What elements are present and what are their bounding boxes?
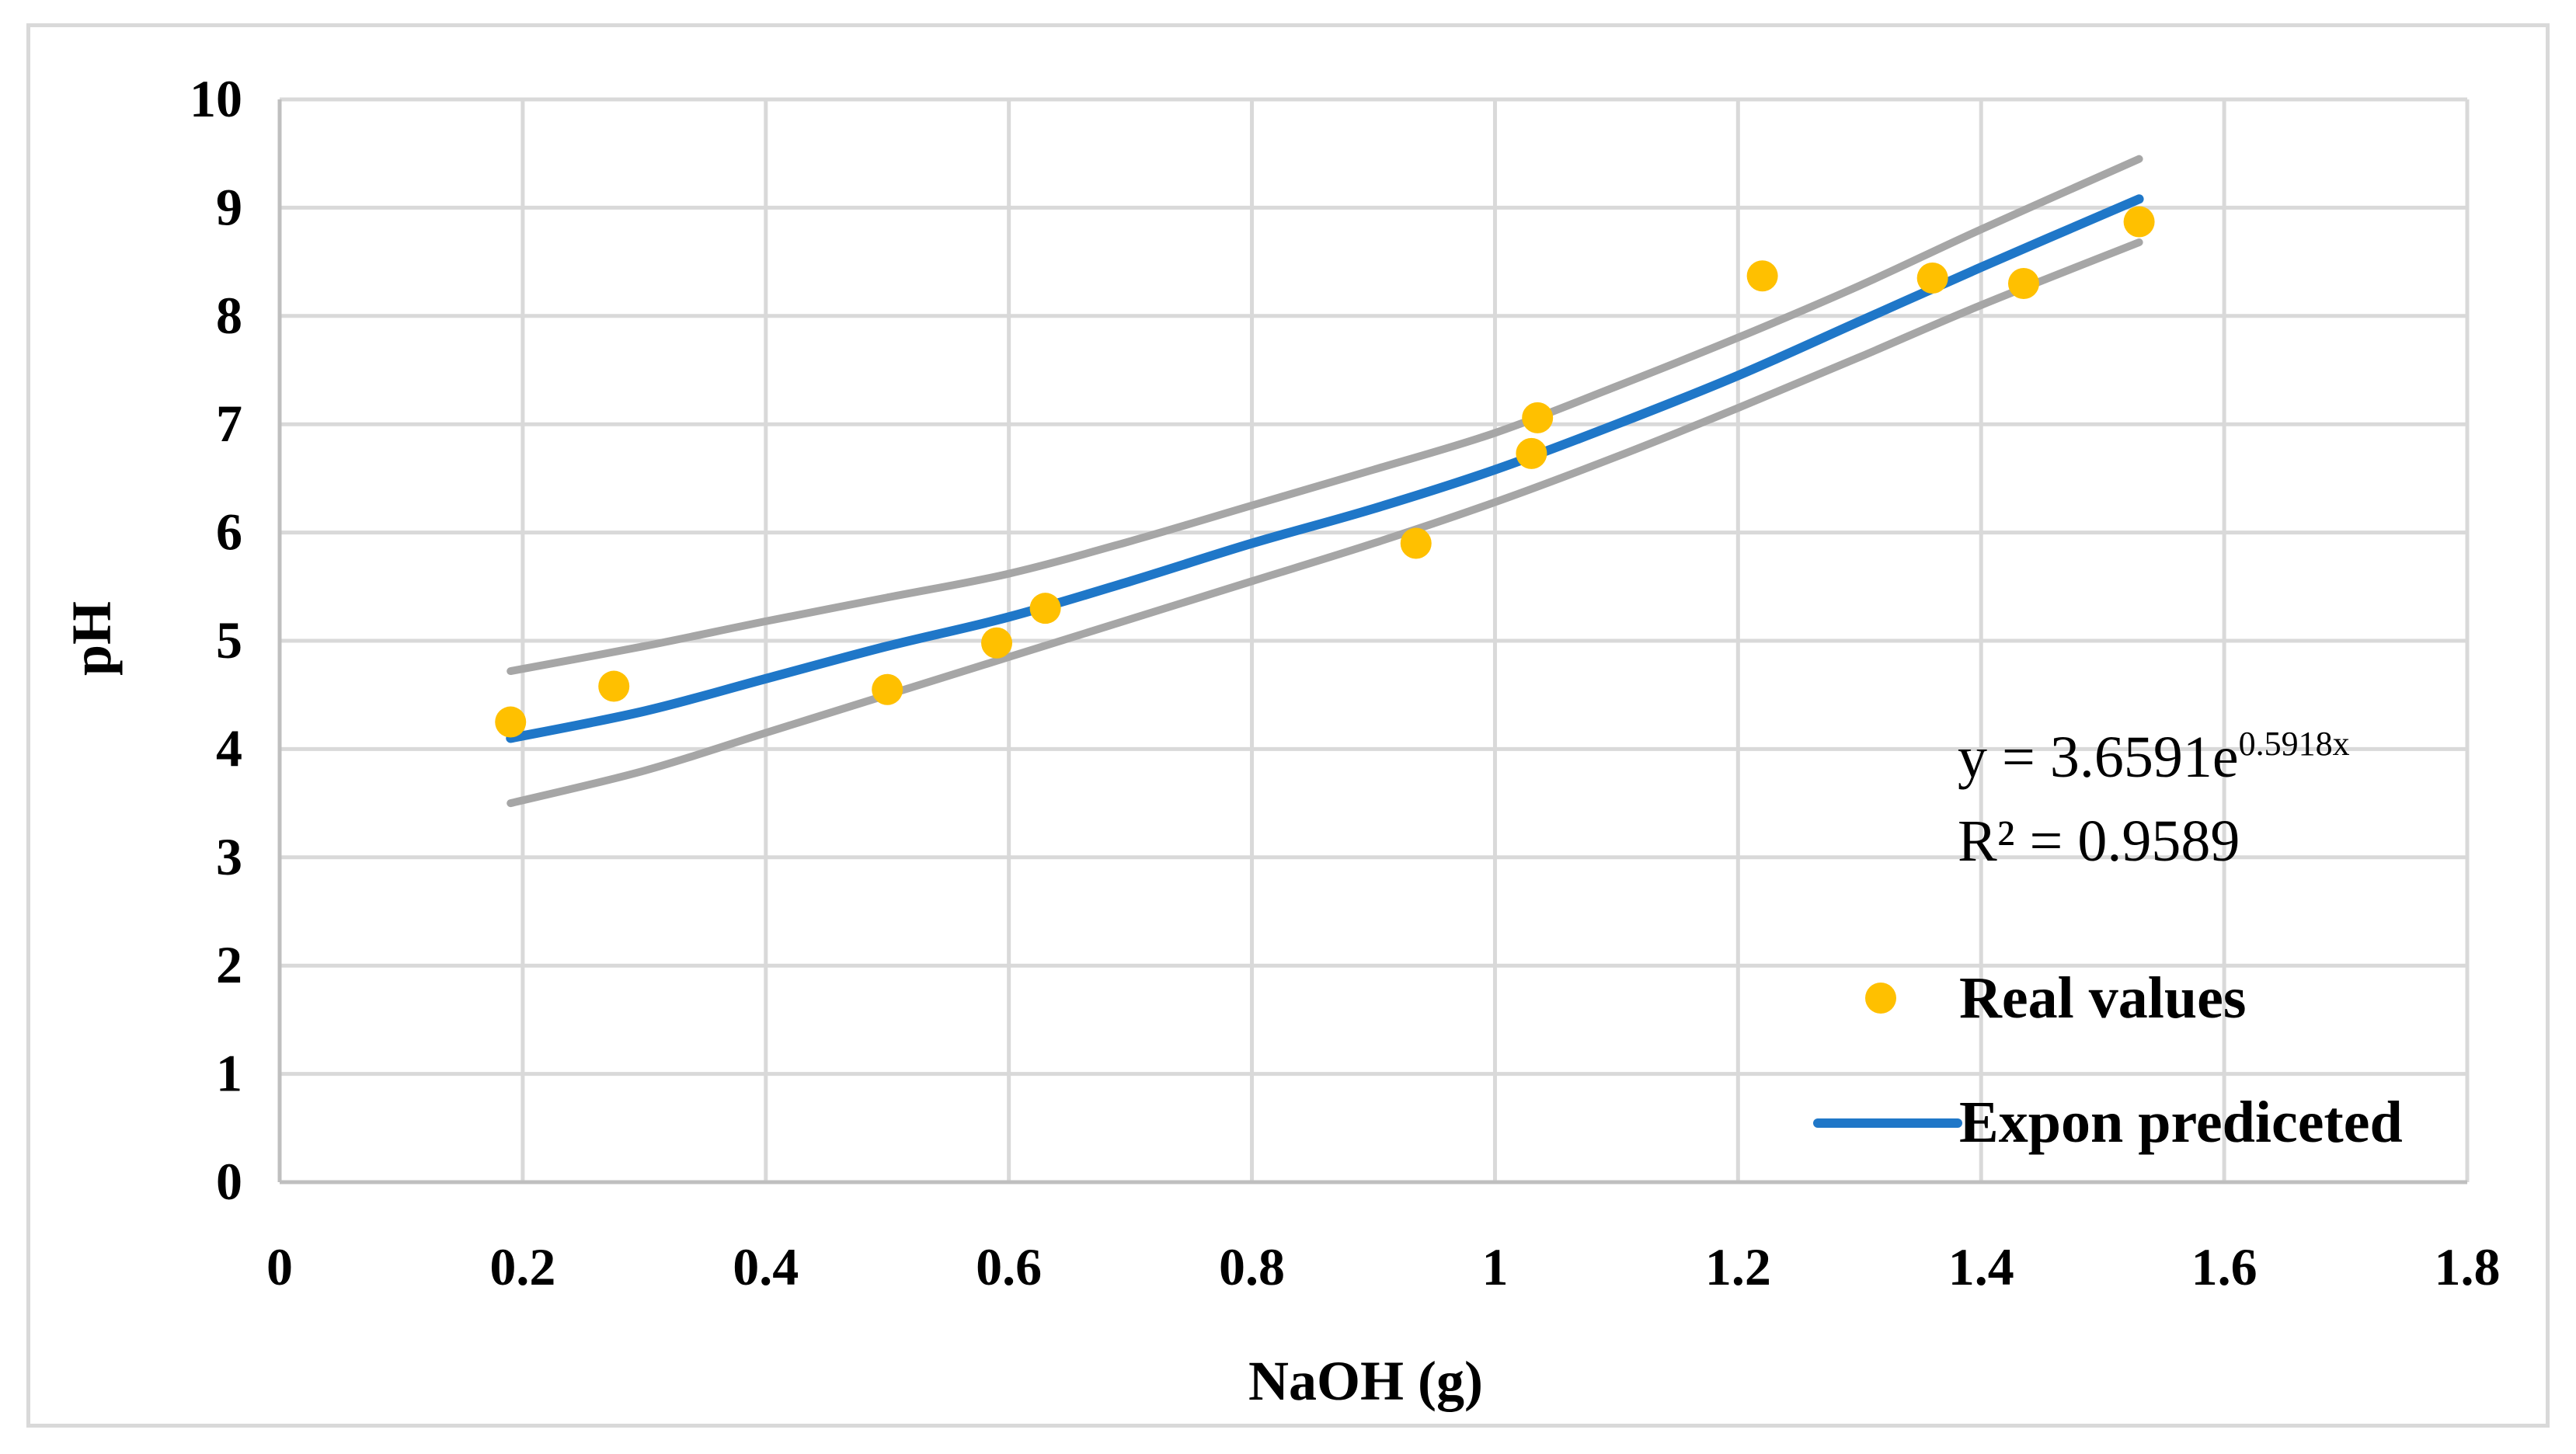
x-tick-label: 0.2 <box>489 1237 555 1296</box>
equation-base: y = 3.6591e <box>1958 725 2239 790</box>
trendline-equation: y = 3.6591e0.5918x <box>1958 725 2350 790</box>
y-tick-label: 9 <box>216 177 242 236</box>
x-tick-label: 0.4 <box>733 1237 799 1296</box>
y-tick-label: 3 <box>216 827 242 886</box>
grid-layer <box>280 97 2470 1182</box>
x-tick-label: 1.6 <box>2191 1237 2257 1296</box>
legend: Real values Expon prediceted <box>1813 965 2403 1155</box>
data-point <box>598 670 630 702</box>
legend-marker-real-values <box>1865 983 1896 1014</box>
data-point <box>1516 437 1547 469</box>
x-tick-label: 1.4 <box>1948 1237 2014 1296</box>
y-tick-label: 6 <box>216 503 242 562</box>
x-axis-title: NaOH (g) <box>1248 1350 1483 1412</box>
x-tick-label: 1.2 <box>1705 1237 1771 1296</box>
r-squared-label: R² = 0.9589 <box>1958 809 2240 874</box>
y-tick-label: 8 <box>216 286 242 345</box>
y-tick-label: 5 <box>216 610 242 670</box>
data-point <box>1916 263 1948 294</box>
data-point <box>1746 260 1778 292</box>
chart-frame <box>26 23 2550 1428</box>
x-tick-label: 1.8 <box>2435 1237 2501 1296</box>
equation-exponent: 0.5918x <box>2239 725 2350 763</box>
x-tick-label: 0.8 <box>1219 1237 1285 1296</box>
data-point <box>1029 593 1061 624</box>
x-tick-label: 0.6 <box>976 1237 1042 1296</box>
data-point <box>981 627 1013 659</box>
y-tick-label: 4 <box>216 718 242 777</box>
y-tick-label: 2 <box>216 935 242 994</box>
legend-label-real-values: Real values <box>1959 965 2246 1031</box>
data-point <box>872 673 903 705</box>
tick-layer: 0 1 2 3 4 5 6 7 8 9 10 0 0.2 0.4 0.6 0.8 1 1.2 1.4 1.6 1.8 <box>190 69 2501 1296</box>
data-point <box>1522 402 1554 433</box>
line-layer <box>506 155 2144 808</box>
data-point <box>495 706 527 738</box>
x-tick-label: 0 <box>266 1237 293 1296</box>
y-tick-label: 10 <box>190 69 242 128</box>
y-tick-label: 1 <box>216 1044 242 1103</box>
y-tick-label: 0 <box>216 1152 242 1211</box>
data-point <box>2007 267 2039 299</box>
legend-label-expon-predicted: Expon prediceted <box>1959 1090 2403 1155</box>
y-axis-title: pH <box>61 601 123 676</box>
data-point <box>1400 527 1432 559</box>
x-tick-label: 1 <box>1481 1237 1508 1296</box>
point-layer <box>495 206 2155 738</box>
y-tick-label: 7 <box>216 394 242 453</box>
axis-layer <box>277 99 2467 1184</box>
series-line-expon-prediceted <box>506 194 2144 743</box>
series-line-upper-bound <box>506 155 2143 676</box>
series-line-lower-bound <box>506 238 2143 808</box>
data-point <box>2123 206 2155 238</box>
